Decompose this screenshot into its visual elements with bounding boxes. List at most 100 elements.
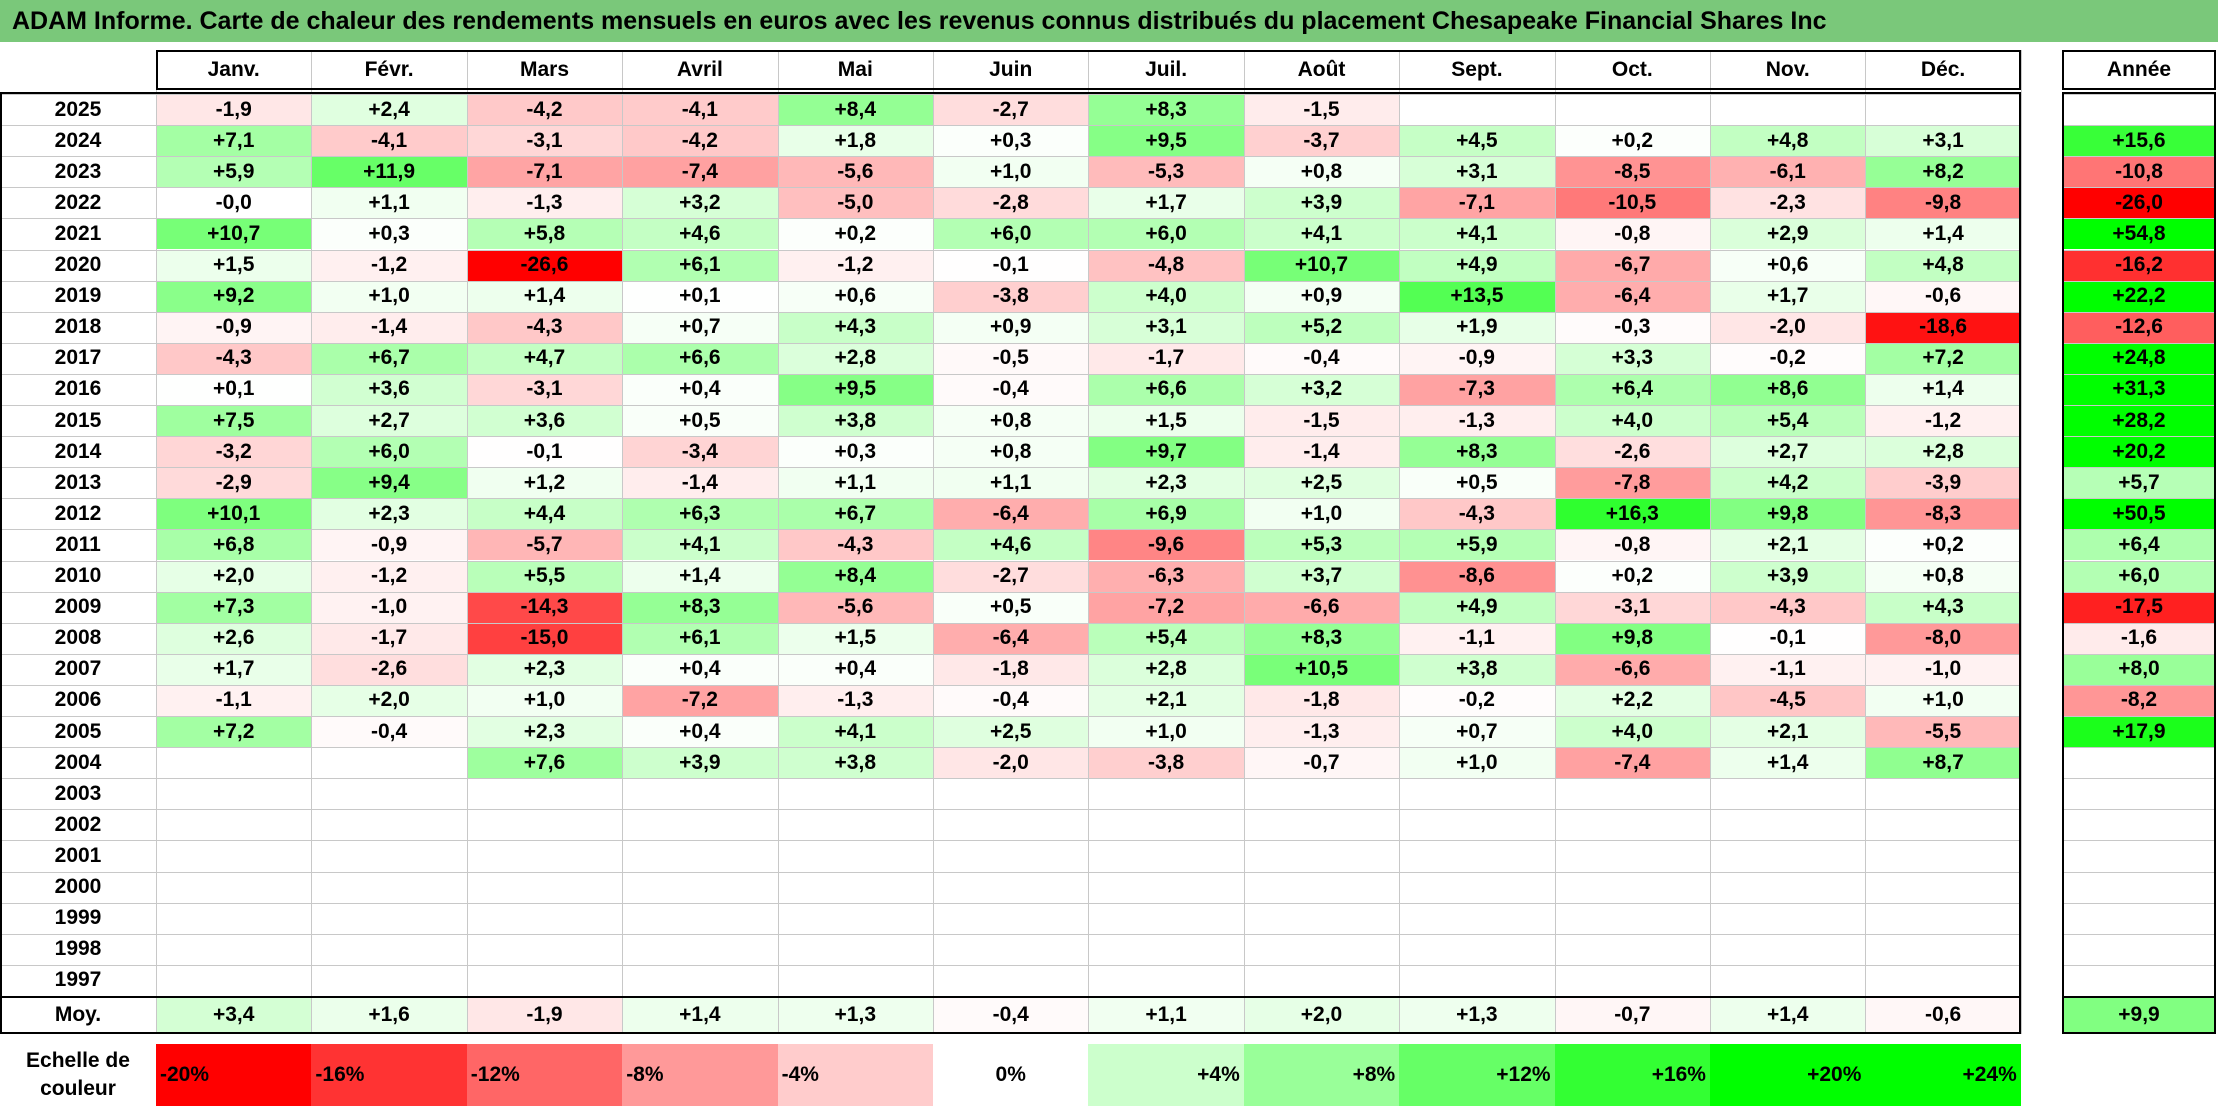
gridline [933,996,934,1034]
heatmap-cell: -6,4 [933,622,1089,654]
heatmap-cell: -7,3 [1399,373,1555,405]
gridline [156,996,157,1034]
heatmap-cell: -2,6 [311,653,467,685]
heatmap-cell [777,871,933,903]
heatmap-cell [1710,964,1866,996]
gridline [0,964,2021,966]
heatmap-cell: +4,9 [1399,591,1555,623]
heatmap-cell [1399,94,1555,126]
heatmap-cell: +11,9 [311,156,467,188]
heatmap-cell: +8,2 [1865,156,2021,188]
heatmap-cell: +4,6 [933,529,1089,561]
heatmap-cell: +2,0 [311,684,467,716]
heatmap-cell: -2,0 [933,747,1089,779]
gridline [2062,249,2216,251]
heatmap-cell: +1,0 [1865,684,2021,716]
gridline [2062,529,2216,531]
gridline [2062,964,2216,966]
heatmap-cell: +1,7 [1088,187,1244,219]
heatmap-cell: +10,5 [1243,653,1400,685]
heatmap-cell: -1,5 [1243,405,1400,437]
gridline [0,529,2021,531]
heatmap-cell: +1,0 [466,684,623,716]
gridline [0,373,2021,375]
heatmap-cell: -0,9 [156,311,312,343]
row-year-label: 1998 [54,937,102,961]
heatmap-cell [466,809,623,841]
heatmap-cell: +1,0 [1088,716,1244,748]
gridline [1088,50,1090,996]
gridline [2062,622,2216,624]
heatmap-cell: +8,3 [1243,622,1400,654]
heatmap-cell [1243,778,1400,810]
heatmap-cell: -3,9 [1865,467,2021,499]
gridline [2062,311,2216,313]
heatmap-cell: -1,1 [1710,653,1866,685]
heatmap-cell: -1,3 [466,187,623,219]
gridline [1554,50,1556,996]
heatmap-cell: +8,7 [1865,747,2021,779]
heatmap-cell: +5,4 [1710,405,1866,437]
gridline [0,653,2021,655]
heatmap-cell: +1,0 [1243,498,1400,530]
heatmap-cell: +2,8 [1865,436,2021,468]
row-year-label: 2022 [54,190,102,214]
heatmap-cell [1554,871,1710,903]
gridline [2062,778,2216,780]
heatmap-cell: -0,8 [1554,529,1710,561]
heatmap-cell: +3,2 [622,187,778,219]
heatmap-cell [1710,809,1866,841]
heatmap-cell: +4,8 [1710,125,1866,157]
heatmap-cell [1865,933,2021,965]
heatmap-cell: -6,1 [1710,156,1866,188]
heatmap-cell [1865,778,2021,810]
heatmap-cell: +0,8 [933,436,1089,468]
gridline [2062,840,2216,842]
heatmap-cell [311,964,467,996]
heatmap-cell [1554,964,1710,996]
heatmap-cell [1710,902,1866,934]
heatmap-cell: +3,8 [1399,653,1555,685]
average-label: Moy. [54,1003,102,1026]
gridline [0,995,2021,997]
row-year-label: 2002 [54,812,102,836]
heatmap-cell: +3,9 [622,747,778,779]
heatmap-cell: +5,5 [466,560,623,592]
heatmap-cell: +9,7 [1088,436,1244,468]
heatmap-cell: +4,4 [466,498,623,530]
gridline [0,311,2021,313]
heatmap-cell: -4,3 [1710,591,1866,623]
heatmap-cell [311,778,467,810]
heatmap-cell: -1,4 [622,467,778,499]
annual-cell [2062,840,2216,872]
heatmap-cell: +2,6 [156,622,312,654]
heatmap-cell: +0,4 [622,373,778,405]
gridline [2062,560,2216,562]
heatmap-cell: +0,4 [622,653,778,685]
gridline [0,560,2021,562]
gridline [0,933,2021,935]
heatmap-cell: -0,7 [1243,747,1400,779]
month-header: Sept. [1451,58,1503,81]
gridline [0,218,2021,220]
heatmap-cell [466,964,623,996]
gridline [0,716,2021,717]
month-header: Juin [989,58,1033,81]
heatmap-cell [1243,840,1400,872]
gridline [0,747,2021,749]
heatmap-cell [1865,94,2021,126]
heatmap-cell: +9,8 [1710,498,1866,530]
heatmap-cell [156,747,312,779]
gridline [466,50,468,996]
gridline [2062,902,2216,904]
heatmap-cell: -1,2 [777,249,933,281]
heatmap-cell [466,871,623,903]
heatmap-cell: -2,6 [1554,436,1710,468]
heatmap-cell: -7,2 [622,684,778,716]
annual-cell [2062,778,2216,810]
heatmap-cell: +6,0 [311,436,467,468]
heatmap-cell: +1,1 [777,467,933,499]
annual-cell: -16,2 [2062,249,2216,281]
heatmap-cell: -1,4 [1243,436,1400,468]
gridline [1865,996,1867,1034]
